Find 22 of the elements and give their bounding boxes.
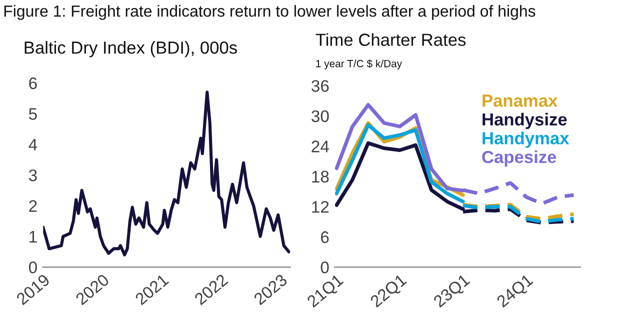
chart-title: Time Charter Rates [316, 33, 466, 46]
y-tick-label: 1 [30, 231, 37, 242]
y-tick-label: 6 [29, 77, 37, 90]
y-tick-label: 5 [28, 108, 37, 120]
y-tick-label: 30 [312, 110, 329, 122]
y-tick-label: 24 [312, 140, 329, 152]
y-tick-label: 2 [29, 200, 37, 212]
text: Handysize [482, 112, 567, 130]
y-tick-label: 6 [321, 231, 329, 244]
caption: Figure 1: Freight rate indicators return to lower levels after a period of highs [4, 5, 536, 20]
chart-title: Baltic Dry Index (BDI), 000s [24, 41, 237, 58]
y-tick-label: 12 [312, 201, 329, 213]
y-tick-label: 18 [312, 170, 329, 183]
series-label: Capesize [482, 150, 556, 167]
y-tick-label: 0 [320, 262, 329, 274]
y-tick-label: 36 [312, 80, 329, 92]
y-tick-label: 4 [28, 138, 38, 150]
y-tick-label: 0 [28, 262, 37, 274]
text: Panamax [482, 94, 558, 107]
y-tick-label: 3 [28, 169, 37, 182]
text: Handymax [482, 132, 570, 148]
chart-subtitle: 1 year T/C $ k/Day [316, 59, 402, 70]
